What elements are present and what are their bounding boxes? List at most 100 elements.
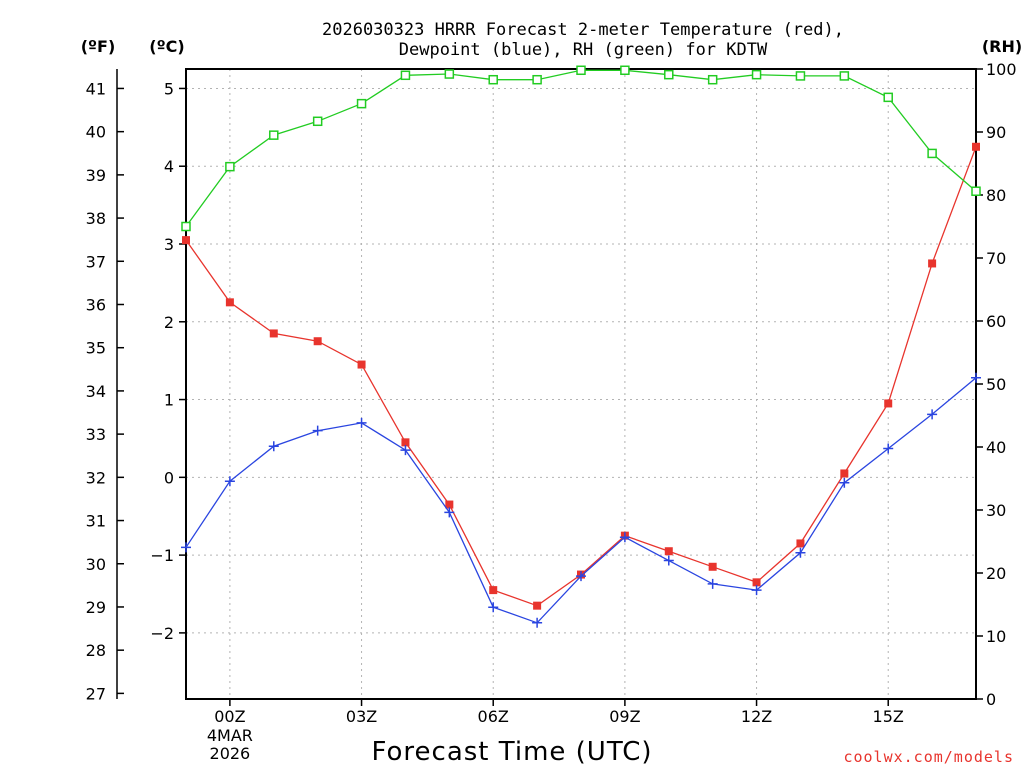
temperature-point <box>752 578 761 587</box>
rh-series-line <box>185 69 977 227</box>
dewpoint-series-line <box>185 377 977 624</box>
rh-tick-label: 10 <box>986 627 1006 646</box>
dewpoint-point <box>532 617 543 628</box>
dewpoint-point <box>619 532 630 543</box>
rh-point <box>400 70 411 81</box>
x-tick-label: 03Z <box>346 707 377 726</box>
dewpoint-point <box>971 372 981 383</box>
rh-tick-label: 20 <box>986 564 1006 583</box>
dewpoint-point <box>707 578 718 589</box>
dewpoint-point <box>883 443 894 454</box>
temperature-point <box>928 259 937 268</box>
temperature-point <box>972 142 980 151</box>
rh-axis-unit: (RH) <box>982 37 1022 56</box>
rh-tick-label: 100 <box>986 60 1017 79</box>
rh-point <box>488 74 498 85</box>
rh-tick-label: 80 <box>986 186 1006 205</box>
x-year-label: 2026 <box>210 744 251 763</box>
fahrenheit-tick-label: 41 <box>86 79 106 98</box>
temperature-point <box>489 586 498 595</box>
celsius-tick-label: 1 <box>164 391 174 410</box>
rh-point <box>312 116 323 127</box>
fahrenheit-axis-unit: (ºF) <box>81 37 116 56</box>
celsius-tick-label: −1 <box>150 546 174 565</box>
data-series <box>181 65 981 628</box>
rh-point <box>839 71 850 81</box>
rh-point <box>356 98 367 109</box>
temperature-point <box>225 298 234 307</box>
celsius-tick-label: 0 <box>164 468 174 487</box>
rh-point <box>883 92 893 103</box>
rh-tick-label: 70 <box>986 249 1006 268</box>
chart-title-line1: 2026030323 HRRR Forecast 2-meter Tempera… <box>322 20 844 40</box>
rh-point <box>620 65 630 76</box>
fahrenheit-tick-label: 36 <box>86 295 106 314</box>
rh-point <box>751 69 762 80</box>
x-date-label: 4MAR <box>207 726 253 745</box>
fahrenheit-tick-label: 40 <box>86 123 106 142</box>
fahrenheit-tick-label: 32 <box>86 468 106 487</box>
rh-point <box>971 186 981 196</box>
fahrenheit-tick-label: 37 <box>86 252 106 271</box>
dewpoint-point <box>663 555 674 566</box>
fahrenheit-tick-label: 31 <box>86 512 106 531</box>
celsius-tick-label: 5 <box>164 79 174 98</box>
fahrenheit-tick-label: 39 <box>86 166 106 185</box>
dewpoint-point <box>576 571 586 582</box>
celsius-tick-label: 3 <box>164 235 174 254</box>
fahrenheit-tick-label: 34 <box>86 382 106 401</box>
rh-tick-label: 30 <box>986 501 1006 520</box>
celsius-tick-label: −2 <box>150 624 174 643</box>
temperature-point <box>840 469 849 478</box>
celsius-tick-label: 4 <box>164 157 174 176</box>
temperature-point <box>533 601 542 610</box>
rh-point <box>927 148 937 159</box>
dewpoint-point <box>181 542 191 553</box>
temperature-point <box>664 547 673 556</box>
rh-point <box>532 74 542 85</box>
rh-point <box>576 65 586 76</box>
dewpoint-point <box>400 445 411 456</box>
rh-point <box>707 74 718 85</box>
dewpoint-point <box>356 417 367 428</box>
temperature-point <box>796 539 805 548</box>
rh-tick-label: 90 <box>986 123 1006 142</box>
rh-point <box>269 130 279 140</box>
fahrenheit-tick-label: 27 <box>86 684 106 703</box>
temperature-point <box>313 337 322 346</box>
rh-point <box>795 71 806 81</box>
rh-tick-label: 60 <box>986 312 1006 331</box>
temperature-point <box>445 500 454 509</box>
fahrenheit-tick-label: 38 <box>86 209 106 228</box>
x-tick-label: 12Z <box>741 707 772 726</box>
fahrenheit-tick-label: 28 <box>86 641 106 660</box>
dewpoint-point <box>224 476 235 487</box>
chart-title-line2: Dewpoint (blue), RH (green) for KDTW <box>399 40 768 60</box>
temperature-point <box>182 236 190 245</box>
x-tick-label: 00Z <box>214 707 245 726</box>
grid-lines <box>186 69 976 699</box>
x-tick-label: 06Z <box>478 707 509 726</box>
rh-point <box>181 221 191 232</box>
dewpoint-point <box>839 477 850 488</box>
dewpoint-point <box>312 425 323 436</box>
rh-tick-label: 50 <box>986 375 1006 394</box>
rh-point <box>444 69 455 79</box>
fahrenheit-tick-label: 33 <box>86 425 106 444</box>
temperature-point <box>269 329 278 338</box>
axes <box>116 68 977 700</box>
credit-text: coolwx.com/models <box>843 748 1014 766</box>
temperature-point <box>401 438 410 447</box>
x-tick-label: 09Z <box>609 707 640 726</box>
rh-tick-label: 0 <box>986 690 996 709</box>
dewpoint-point <box>927 409 938 420</box>
rh-point <box>664 69 674 80</box>
dewpoint-point <box>751 585 762 596</box>
fahrenheit-tick-label: 35 <box>86 339 106 358</box>
x-axis-label: Forecast Time (UTC) <box>371 737 652 767</box>
dewpoint-point <box>488 602 499 613</box>
temperature-series-line <box>185 146 977 607</box>
dewpoint-point <box>795 547 806 558</box>
